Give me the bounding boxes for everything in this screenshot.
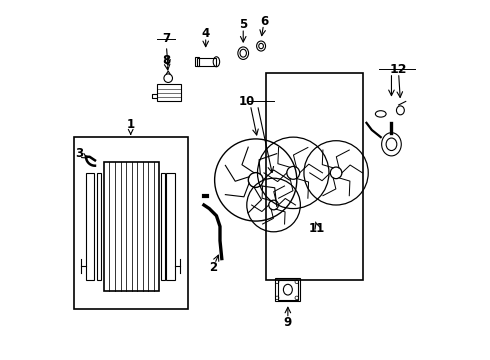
Text: 1: 1: [126, 118, 135, 134]
Bar: [157, 84, 181, 102]
Bar: [197, 58, 217, 66]
Text: 7: 7: [162, 32, 171, 45]
Bar: [195, 57, 199, 66]
Bar: [97, 173, 101, 280]
Bar: [104, 162, 159, 291]
Text: 10: 10: [239, 95, 255, 108]
Text: 5: 5: [239, 18, 247, 31]
Text: 12: 12: [390, 63, 407, 76]
Text: 11: 11: [308, 222, 324, 235]
Text: 6: 6: [261, 14, 269, 27]
Bar: [86, 173, 94, 280]
Bar: [267, 73, 363, 280]
Bar: [161, 173, 165, 280]
Bar: [278, 280, 298, 300]
Text: 2: 2: [209, 261, 217, 274]
Bar: [74, 137, 188, 309]
Bar: [166, 173, 174, 280]
Text: 9: 9: [284, 316, 292, 329]
Text: 4: 4: [201, 27, 210, 40]
Bar: [275, 278, 300, 301]
Text: 8: 8: [162, 54, 171, 67]
Text: 3: 3: [75, 147, 87, 160]
